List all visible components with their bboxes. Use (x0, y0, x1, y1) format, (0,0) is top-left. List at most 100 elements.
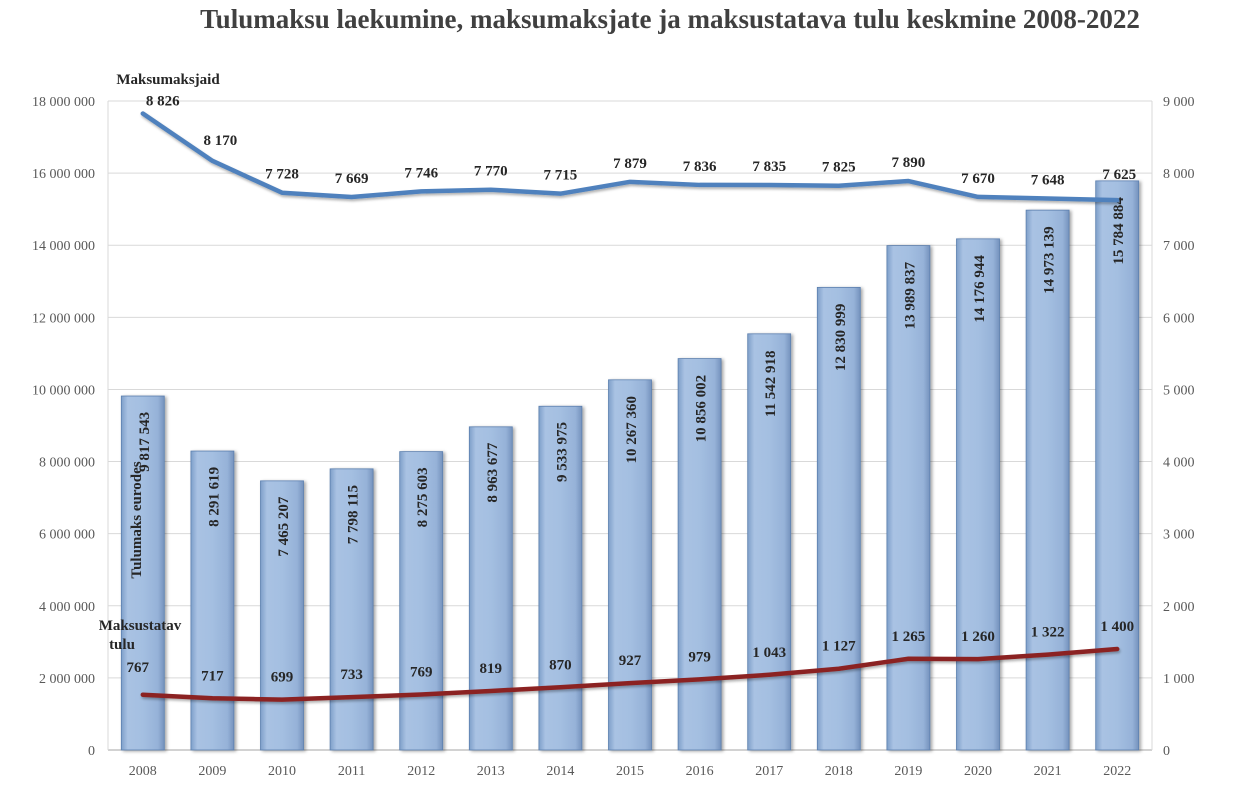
bar-value-label: 10 856 002 (694, 375, 710, 443)
bar-value-label: 14 973 139 (1042, 226, 1058, 294)
line-value-label: 7 770 (474, 164, 508, 180)
bar (816, 286, 861, 751)
bar-value-label: 7 465 207 (276, 496, 292, 557)
y-right-tick-label: 9 000 (1163, 95, 1195, 110)
line-value-label: 8 826 (146, 94, 180, 110)
bar (120, 395, 165, 751)
line-value-label: 7 670 (961, 171, 995, 187)
x-tick-label: 2014 (546, 764, 574, 779)
y-left-tick-label: 12 000 000 (32, 311, 95, 326)
bar-series (120, 180, 1140, 751)
x-tick-label: 2008 (129, 764, 157, 779)
y-left-tick-label: 8 000 000 (39, 456, 95, 471)
y-right-tick-label: 6 000 (1163, 311, 1195, 326)
line-value-label: 1 265 (892, 629, 926, 645)
line-value-label: 1 127 (822, 639, 856, 655)
bar-value-label: 9 533 975 (554, 422, 570, 482)
y-left-tick-label: 6 000 000 (39, 528, 95, 543)
bar-value-label: 8 275 603 (415, 467, 431, 527)
bar (608, 379, 652, 751)
line-value-label: 7 836 (683, 159, 717, 175)
x-tick-label: 2022 (1103, 764, 1131, 779)
x-tick-label: 2018 (825, 764, 853, 779)
line-value-label: 8 170 (204, 133, 238, 149)
bar-value-label: 9 817 543 (137, 412, 153, 472)
x-tick-label: 2020 (964, 764, 992, 779)
x-tick-label: 2012 (407, 764, 435, 779)
bar (1025, 209, 1070, 751)
x-tick-label: 2021 (1034, 764, 1062, 779)
line-value-label: 7 890 (892, 155, 926, 171)
bar (747, 333, 792, 751)
line-value-label: 733 (340, 667, 363, 683)
line-value-label: 7 835 (752, 159, 786, 175)
x-tick-label: 2019 (894, 764, 922, 779)
y-left-tick-label: 10 000 000 (32, 383, 95, 398)
series-name-maksustatav-tulu: Maksustatav tulu (99, 618, 182, 653)
line-value-label: 717 (201, 668, 224, 684)
line-value-label: 7 648 (1031, 172, 1065, 188)
line-value-label: 7 825 (822, 160, 856, 176)
series-name-line: tulu (109, 637, 135, 653)
series-name-labels: Maksumaksjaid Tulumaks eurodes Maksustatav… (99, 72, 221, 653)
bar (468, 426, 513, 751)
bar (260, 480, 304, 751)
bar-value-label: 11 542 918 (763, 350, 779, 417)
chart-title: Tulumaksu laekumine, maksumaksjate ja ma… (200, 4, 1140, 34)
bar (886, 245, 931, 751)
bar (399, 451, 444, 751)
line-value-label: 979 (688, 649, 711, 665)
bar-value-label: 7 798 115 (346, 485, 362, 544)
line-value-label: 699 (271, 670, 294, 686)
bar (538, 405, 583, 751)
x-tick-label: 2009 (198, 764, 226, 779)
line-series (140, 111, 1120, 702)
line-value-label: 870 (549, 657, 572, 673)
line-value-label: 1 322 (1031, 625, 1065, 641)
bar-labels: 9 817 543 8 291 619 7 465 207 7 798 115 8 27… (137, 197, 1127, 557)
bar-value-label: 8 963 677 (485, 442, 501, 503)
x-tick-label: 2016 (686, 764, 714, 779)
bar (677, 358, 722, 751)
line-value-label: 7 746 (404, 165, 438, 181)
y-left-tick-label: 0 (88, 744, 95, 759)
x-tick-label: 2011 (338, 764, 365, 779)
x-tick-label: 2017 (755, 764, 783, 779)
y-right-tick-label: 1 000 (1163, 672, 1195, 687)
series-name-maksumaksjaid: Maksumaksjaid (116, 72, 220, 88)
x-tick-label: 2013 (477, 764, 505, 779)
bar-value-label: 15 784 884 (1111, 197, 1127, 265)
y-right-tick-label: 8 000 (1163, 167, 1195, 182)
line-labels: 8 826 8 170 7 728 7 669 7 746 7 770 7 715 7 879… (127, 94, 1137, 686)
y-right-tick-label: 7 000 (1163, 239, 1195, 254)
bar-value-label: 12 830 999 (833, 304, 849, 372)
bar (1095, 180, 1140, 751)
line-value-label: 769 (410, 665, 433, 681)
y-left-tick-label: 16 000 000 (32, 167, 95, 182)
y-left-tick-label: 2 000 000 (39, 672, 95, 687)
series-name-tulumaks: Tulumaks eurodes (129, 461, 145, 578)
bar-value-label: 14 176 944 (972, 255, 988, 323)
bar (329, 468, 374, 751)
line-value-label: 7 669 (335, 171, 369, 187)
line-value-label: 7 625 (1102, 167, 1136, 183)
line-value-label: 1 260 (961, 629, 995, 645)
series-name-line: Maksustatav (99, 618, 182, 634)
bar-value-label: 13 989 837 (902, 261, 918, 329)
line-value-label: 7 728 (265, 167, 299, 183)
line-value-label: 1 043 (752, 645, 786, 661)
y-right-tick-label: 4 000 (1163, 456, 1195, 471)
line-value-label: 767 (127, 660, 150, 676)
line-value-label: 7 715 (544, 168, 578, 184)
axes: 0 0 2 000 000 1 000 4 000 000 2 000 6 000 000 3… (32, 95, 1195, 779)
line-value-label: 819 (480, 661, 503, 677)
y-right-tick-label: 3 000 (1163, 528, 1195, 543)
y-right-tick-label: 0 (1163, 744, 1170, 759)
line-value-label: 1 400 (1100, 619, 1134, 635)
y-right-tick-label: 5 000 (1163, 383, 1195, 398)
bar-value-label: 8 291 619 (206, 467, 222, 527)
y-left-tick-label: 18 000 000 (32, 95, 95, 110)
x-tick-label: 2015 (616, 764, 644, 779)
x-tick-label: 2010 (268, 764, 296, 779)
